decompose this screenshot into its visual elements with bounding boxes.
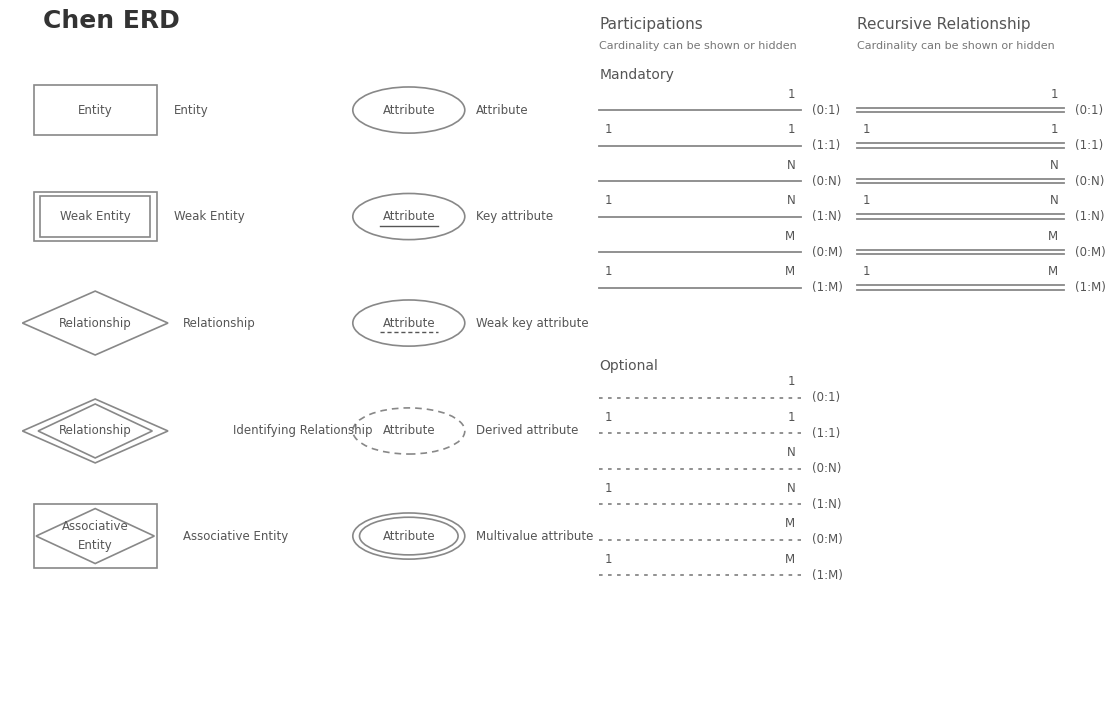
Text: Participations: Participations — [599, 17, 703, 33]
Text: 1: 1 — [862, 195, 870, 207]
Bar — [34, 504, 157, 568]
Text: 1: 1 — [862, 266, 870, 278]
Text: (1:M): (1:M) — [812, 569, 843, 581]
Text: Derived attribute: Derived attribute — [476, 425, 578, 437]
Text: (1:M): (1:M) — [1075, 281, 1107, 294]
Text: 1: 1 — [605, 195, 613, 207]
Text: M: M — [785, 230, 795, 243]
Text: Identifying Relationship: Identifying Relationship — [233, 425, 373, 437]
Text: 1: 1 — [787, 124, 795, 136]
Text: Attribute: Attribute — [383, 210, 435, 223]
Text: (1:N): (1:N) — [812, 498, 841, 510]
Text: M: M — [785, 518, 795, 530]
Text: (0:N): (0:N) — [812, 175, 841, 187]
Text: Attribute: Attribute — [383, 425, 435, 437]
Text: 1: 1 — [862, 124, 870, 136]
Text: (0:1): (0:1) — [812, 104, 840, 116]
Text: N: N — [786, 482, 795, 495]
Text: M: M — [785, 266, 795, 278]
Text: (0:M): (0:M) — [812, 533, 842, 546]
Text: (0:N): (0:N) — [812, 462, 841, 475]
Text: M: M — [785, 553, 795, 566]
Text: Weak Entity: Weak Entity — [59, 210, 131, 223]
Text: (0:N): (0:N) — [1075, 175, 1104, 187]
Text: N: N — [1049, 159, 1058, 172]
Text: M: M — [1048, 266, 1058, 278]
Text: Attribute: Attribute — [383, 530, 435, 542]
Text: (1:N): (1:N) — [812, 210, 841, 223]
Text: (0:M): (0:M) — [1075, 246, 1105, 258]
Text: Chen ERD: Chen ERD — [43, 9, 179, 33]
Text: Optional: Optional — [599, 359, 659, 373]
Text: Relationship: Relationship — [59, 425, 131, 437]
Text: Entity: Entity — [174, 104, 208, 116]
Text: Mandatory: Mandatory — [599, 67, 674, 82]
Text: 1: 1 — [605, 482, 613, 495]
Text: 1: 1 — [605, 553, 613, 566]
Text: Weak Entity: Weak Entity — [174, 210, 244, 223]
Text: (0:M): (0:M) — [812, 246, 842, 258]
Text: Cardinality can be shown or hidden: Cardinality can be shown or hidden — [599, 41, 797, 51]
Text: Entity: Entity — [77, 539, 113, 552]
Text: Weak key attribute: Weak key attribute — [476, 317, 589, 329]
Text: N: N — [786, 159, 795, 172]
Text: Associative Entity: Associative Entity — [183, 530, 288, 542]
Text: Cardinality can be shown or hidden: Cardinality can be shown or hidden — [857, 41, 1055, 51]
Text: Multivalue attribute: Multivalue attribute — [476, 530, 594, 542]
Bar — [34, 85, 157, 135]
Text: (1:N): (1:N) — [1075, 210, 1104, 223]
Text: Relationship: Relationship — [59, 317, 131, 329]
Text: M: M — [1048, 230, 1058, 243]
Text: (1:1): (1:1) — [1075, 139, 1103, 152]
Bar — [40, 196, 150, 237]
Text: 1: 1 — [605, 411, 613, 424]
Text: Attribute: Attribute — [383, 104, 435, 116]
Bar — [34, 192, 157, 241]
Text: 1: 1 — [1051, 88, 1058, 101]
Text: Entity: Entity — [77, 104, 113, 116]
Text: 1: 1 — [787, 411, 795, 424]
Text: (0:1): (0:1) — [812, 391, 840, 404]
Text: 1: 1 — [605, 124, 613, 136]
Text: Associative: Associative — [62, 520, 129, 533]
Text: (1:1): (1:1) — [812, 427, 840, 439]
Text: (1:M): (1:M) — [812, 281, 843, 294]
Text: N: N — [1049, 195, 1058, 207]
Text: (1:1): (1:1) — [812, 139, 840, 152]
Text: Attribute: Attribute — [383, 317, 435, 329]
Text: 1: 1 — [787, 376, 795, 388]
Text: 1: 1 — [605, 266, 613, 278]
Text: Recursive Relationship: Recursive Relationship — [857, 17, 1030, 33]
Text: 1: 1 — [787, 88, 795, 101]
Text: Attribute: Attribute — [476, 104, 529, 116]
Text: Key attribute: Key attribute — [476, 210, 553, 223]
Text: 1: 1 — [1051, 124, 1058, 136]
Text: N: N — [786, 447, 795, 459]
Text: N: N — [786, 195, 795, 207]
Text: Relationship: Relationship — [183, 317, 255, 329]
Text: (0:1): (0:1) — [1075, 104, 1103, 116]
